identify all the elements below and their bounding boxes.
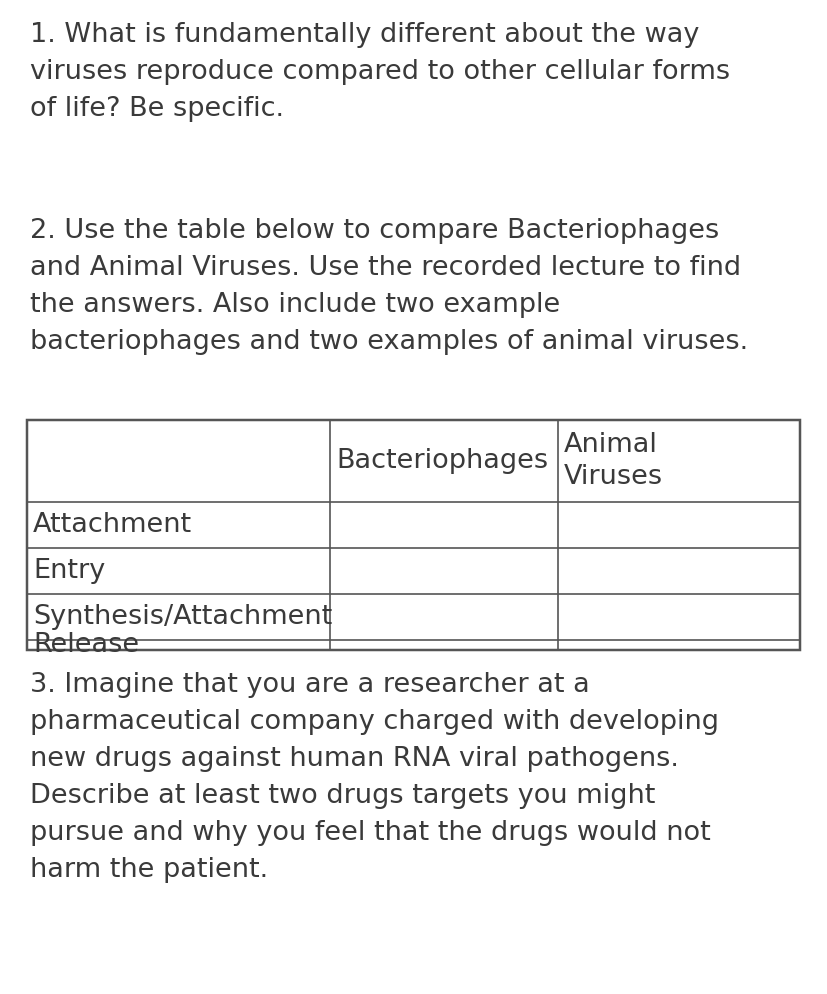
Text: Entry: Entry bbox=[33, 558, 105, 584]
Bar bbox=[27, 420, 799, 650]
Text: 2. Use the table below to compare Bacteriophages
and Animal Viruses. Use the rec: 2. Use the table below to compare Bacter… bbox=[30, 218, 748, 355]
Text: Synthesis/Attachment: Synthesis/Attachment bbox=[33, 604, 332, 630]
Text: 3. Imagine that you are a researcher at a
pharmaceutical company charged with de: 3. Imagine that you are a researcher at … bbox=[30, 672, 718, 883]
Text: 1. What is fundamentally different about the way
viruses reproduce compared to o: 1. What is fundamentally different about… bbox=[30, 22, 729, 122]
Text: Release: Release bbox=[33, 632, 139, 658]
Text: Bacteriophages: Bacteriophages bbox=[336, 448, 547, 474]
Text: Attachment: Attachment bbox=[33, 512, 192, 538]
Text: Animal
Viruses: Animal Viruses bbox=[563, 432, 662, 490]
